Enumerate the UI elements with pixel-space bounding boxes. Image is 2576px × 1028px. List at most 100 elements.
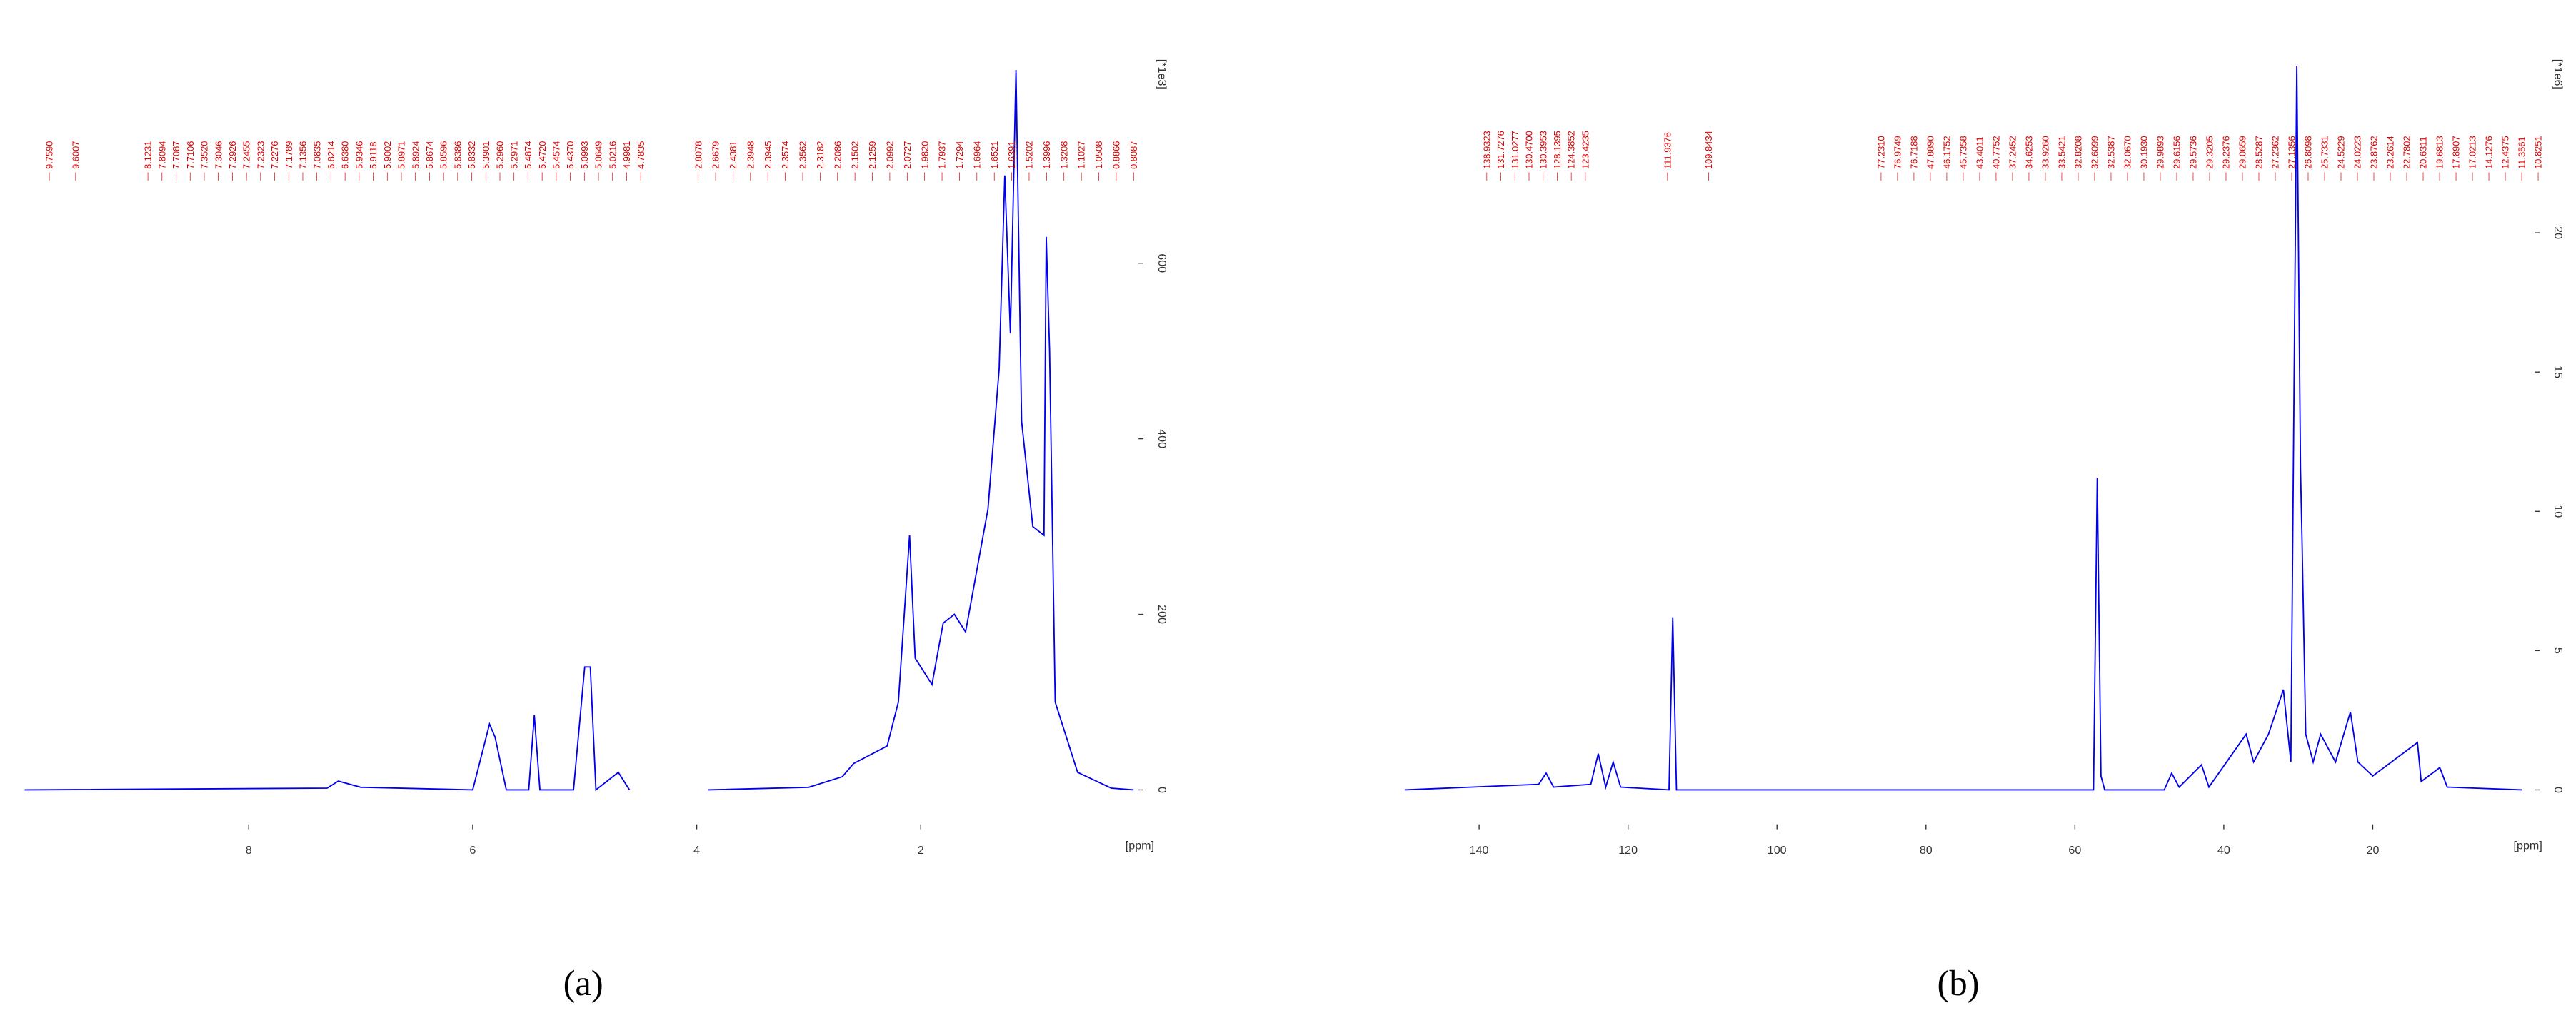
- peak-label: 5.8596: [438, 141, 449, 169]
- peak-label: 128.1395: [1552, 131, 1563, 169]
- x-tick-label: 20: [2367, 844, 2380, 857]
- y-tick-label: 15: [2552, 366, 2565, 378]
- peak-label: 23.2614: [2385, 136, 2396, 169]
- peak-label: 34.6253: [2024, 136, 2035, 169]
- peak-label: 1.1027: [1076, 141, 1087, 169]
- peak-label: 1.6391: [1006, 141, 1017, 169]
- x-axis-label: [ppm]: [1126, 839, 1154, 852]
- peak-label: 5.9346: [354, 141, 364, 169]
- peak-label: 5.0649: [593, 141, 604, 169]
- y-tick-label: 20: [2552, 226, 2565, 239]
- peak-label: 7.7106: [185, 141, 196, 169]
- peak-label: 33.9260: [2040, 136, 2051, 169]
- peak-label: 5.9118: [368, 141, 379, 168]
- peak-label: 32.0670: [2123, 136, 2133, 169]
- peak-label: 4.9981: [621, 141, 632, 169]
- peak-label: 8.1231: [143, 141, 154, 169]
- peak-label: 33.5421: [2057, 136, 2068, 169]
- x-tick-label: 40: [2217, 844, 2230, 857]
- peak-label: 2.3182: [815, 141, 826, 169]
- peak-label: 7.8094: [156, 141, 167, 169]
- peak-label: 19.6813: [2435, 136, 2445, 169]
- peak-label: 17.8907: [2451, 136, 2462, 169]
- peak-label: 45.7358: [1958, 136, 1969, 169]
- peak-label: 124.3852: [1566, 131, 1577, 169]
- peak-label: 0.8087: [1128, 141, 1139, 169]
- y-tick-label: 5: [2552, 647, 2565, 654]
- x-tick-label: 6: [469, 844, 476, 857]
- peak-label: 28.5287: [2254, 136, 2265, 169]
- peak-label: 2.1259: [867, 141, 878, 169]
- panel-caption: (b): [1938, 963, 1980, 1003]
- peak-label: 130.4700: [1524, 131, 1535, 169]
- x-tick-label: 100: [1768, 844, 1787, 857]
- peak-label: 14.1276: [2484, 136, 2495, 169]
- x-tick-label: 2: [918, 844, 924, 857]
- peak-label: 6.8214: [326, 141, 336, 169]
- y-tick-label: 0: [1156, 787, 1168, 793]
- peak-label: 0.8866: [1111, 141, 1121, 169]
- spectrum-line: [1404, 66, 2522, 791]
- peak-label: 5.8386: [452, 141, 463, 169]
- peak-label: 9.6007: [70, 141, 81, 169]
- peak-label: 131.7276: [1495, 131, 1506, 169]
- x-tick-label: 80: [1920, 844, 1933, 857]
- peak-label: 7.2276: [269, 141, 280, 169]
- peak-label: 5.8924: [410, 141, 421, 169]
- peak-label: 2.3562: [798, 141, 808, 169]
- peak-label: 27.1356: [2287, 136, 2297, 169]
- peak-label: 29.3205: [2205, 136, 2215, 169]
- panel-caption: (a): [563, 963, 603, 1003]
- peak-label: 2.0727: [902, 141, 913, 169]
- peak-label: 1.9820: [919, 141, 930, 169]
- peak-label: 5.4720: [537, 141, 548, 169]
- peak-label: 123.4235: [1580, 131, 1590, 169]
- peak-label: 2.3574: [780, 141, 791, 169]
- peak-label: 24.5229: [2336, 136, 2347, 169]
- peak-label: 29.9893: [2155, 136, 2166, 169]
- peak-label: 26.8098: [2303, 136, 2314, 169]
- peak-label: 12.4375: [2500, 136, 2511, 169]
- peak-label: 109.8434: [1703, 131, 1714, 169]
- peak-label: 43.4011: [1975, 136, 1985, 169]
- peak-label: 29.0659: [2237, 136, 2248, 169]
- peak-label: 138.9323: [1481, 131, 1492, 169]
- peak-label: 130.3953: [1538, 131, 1548, 169]
- peak-label: 1.6521: [989, 141, 1000, 169]
- peak-label: 7.3046: [213, 141, 224, 169]
- peak-label: 1.7294: [954, 141, 965, 169]
- x-tick-label: 140: [1470, 844, 1489, 857]
- peak-label: 24.0223: [2352, 136, 2363, 169]
- peak-label: 5.0216: [607, 141, 618, 169]
- peak-label: 29.2376: [2221, 136, 2232, 169]
- peak-label: 32.5387: [2106, 136, 2117, 169]
- peak-label: 17.0213: [2467, 136, 2478, 169]
- x-tick-label: 60: [2068, 844, 2081, 857]
- peak-label: 5.2960: [495, 141, 506, 169]
- peak-label: 46.1752: [1942, 136, 1953, 169]
- peak-label: 22.7802: [2402, 136, 2412, 169]
- peak-label: 7.1356: [298, 141, 309, 169]
- y-tick-label: 600: [1156, 253, 1168, 273]
- x-tick-label: 4: [693, 844, 700, 857]
- peak-label: 2.2086: [832, 141, 843, 169]
- peak-label: 5.8971: [396, 141, 407, 169]
- peak-label: 1.3996: [1041, 141, 1052, 169]
- peak-label: 5.8674: [424, 141, 435, 169]
- peak-label: 2.0992: [885, 141, 896, 169]
- peak-label: 29.6156: [2172, 136, 2182, 169]
- y-tick-label: 0: [2552, 787, 2565, 793]
- peak-label: 2.6679: [711, 141, 721, 169]
- peak-label: 9.7590: [44, 141, 55, 169]
- peak-label: 7.1789: [284, 141, 294, 169]
- peak-label: 5.9002: [382, 141, 393, 169]
- y-tick-label: 200: [1156, 605, 1168, 624]
- peak-label: 77.2310: [1876, 136, 1887, 169]
- peak-label: 5.4574: [551, 141, 561, 169]
- peak-label: 5.4874: [523, 141, 533, 169]
- peak-label: 23.8762: [2369, 136, 2380, 169]
- peak-label: 5.3901: [481, 141, 491, 169]
- peak-label: 11.3561: [2517, 136, 2527, 169]
- y-axis-label: [*1e6]: [2552, 59, 2565, 89]
